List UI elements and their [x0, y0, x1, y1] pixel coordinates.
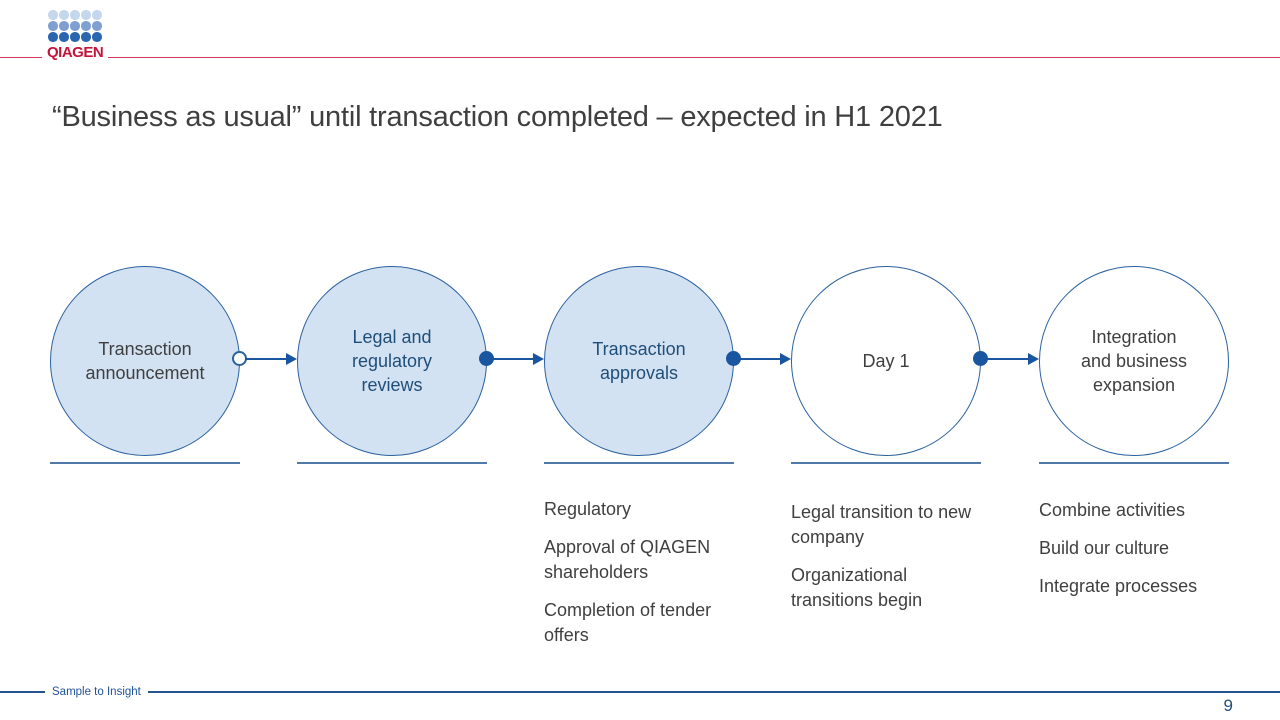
connector-line [986, 358, 1028, 360]
arrowhead-icon [1028, 353, 1039, 365]
note-item: Legal transition to new company [791, 502, 972, 547]
connector-line [245, 358, 286, 360]
stage-label: Integration and business expansion [1080, 327, 1188, 395]
footer: Sample to Insight [0, 684, 1280, 700]
qiagen-logo: QIAGEN [42, 10, 109, 62]
notes-integration-expansion: Combine activities Build our culture Int… [1039, 498, 1239, 612]
connector-arrow-4 [973, 351, 1039, 367]
qiagen-logo-text: QIAGEN [42, 44, 109, 61]
stage-label: Day 1 [862, 351, 910, 371]
stage-underline [50, 462, 240, 464]
stage-circle-transaction-announcement: Transaction announcement [50, 266, 240, 456]
tagline: Sample to Insight [52, 686, 141, 698]
connector-arrow-3 [726, 351, 791, 367]
stage-underline [791, 462, 981, 464]
connector-arrow-2 [479, 351, 544, 367]
arrowhead-icon [533, 353, 544, 365]
stage-circle-day-1: Day 1 [791, 266, 981, 456]
note-item: Approval of QIAGEN shareholders [544, 537, 711, 582]
notes-transaction-approvals: Regulatory Approval of QIAGEN shareholde… [544, 497, 740, 661]
stage-underline [297, 462, 487, 464]
footer-rule-left [0, 691, 45, 693]
connector-arrow-1 [232, 351, 297, 367]
stage-circle-legal-regulatory-reviews: Legal and regulatory reviews [297, 266, 487, 456]
connector-line [492, 358, 533, 360]
stage-underline [544, 462, 734, 464]
arrowhead-icon [286, 353, 297, 365]
milestone-filled-dot-icon [726, 351, 741, 366]
stage-label: Transaction approvals [592, 339, 686, 383]
note-item: Organizational transitions begin [791, 565, 923, 610]
notes-day-1: Legal transition to new company Organiza… [791, 500, 987, 626]
qiagen-logo-dots-icon [48, 10, 108, 42]
note-item: Integrate processes [1039, 576, 1198, 596]
slide-title: “Business as usual” until transaction co… [52, 101, 943, 133]
stage-label: Transaction announcement [85, 339, 205, 383]
stage-circle-integration-expansion: Integration and business expansion [1039, 266, 1229, 456]
stage-underline [1039, 462, 1229, 464]
stage-circle-transaction-approvals: Transaction approvals [544, 266, 734, 456]
header-rule [0, 57, 1280, 58]
note-item: Build our culture [1039, 538, 1170, 558]
page-number: 9 [1223, 696, 1233, 715]
note-item: Combine activities [1039, 500, 1186, 520]
note-item: Completion of tender offers [544, 600, 712, 645]
milestone-filled-dot-icon [973, 351, 988, 366]
connector-line [739, 358, 780, 360]
footer-rule-right [147, 691, 1280, 693]
milestone-filled-dot-icon [479, 351, 494, 366]
arrowhead-icon [780, 353, 791, 365]
stage-label: Legal and regulatory reviews [351, 327, 433, 395]
note-item: Regulatory [544, 499, 632, 519]
